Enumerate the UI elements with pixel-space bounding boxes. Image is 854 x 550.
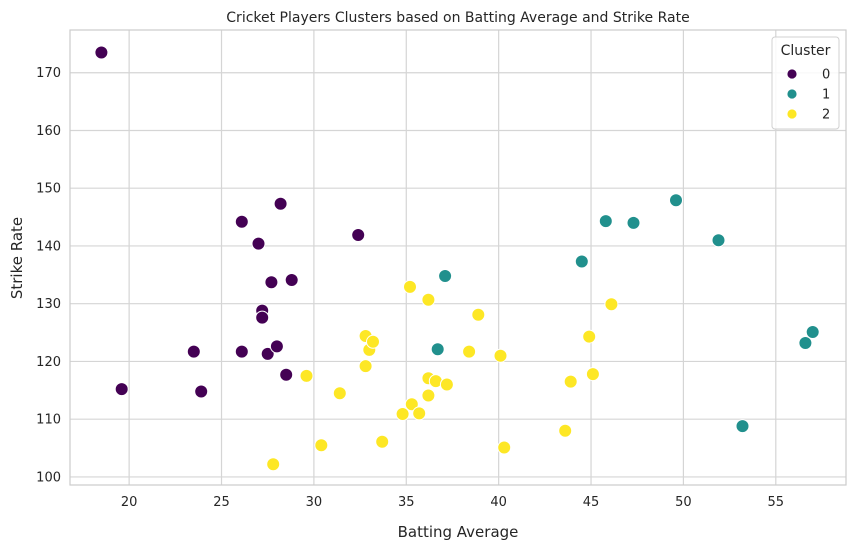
x-tick-label: 40 xyxy=(490,495,507,510)
data-point xyxy=(412,406,427,421)
data-point xyxy=(251,236,266,251)
y-tick-label: 110 xyxy=(36,413,61,428)
legend-marker xyxy=(786,108,798,120)
data-point xyxy=(266,457,281,472)
x-tick-label: 35 xyxy=(398,495,415,510)
data-point xyxy=(497,440,512,455)
data-point xyxy=(582,329,597,344)
data-point xyxy=(299,368,314,383)
plot-background xyxy=(70,30,846,485)
data-point xyxy=(439,377,454,392)
x-tick-label: 25 xyxy=(213,495,230,510)
data-point xyxy=(332,386,347,401)
y-tick-label: 140 xyxy=(36,239,61,254)
legend-box xyxy=(771,36,840,130)
legend-entries: 0 1 2 xyxy=(786,68,830,123)
x-tick-label: 55 xyxy=(768,495,785,510)
data-point xyxy=(585,367,600,382)
data-point xyxy=(669,193,683,208)
data-point xyxy=(314,438,329,453)
data-point xyxy=(798,336,813,350)
data-point xyxy=(421,292,436,307)
data-point xyxy=(194,384,209,399)
data-points xyxy=(94,45,820,472)
x-tick-label: 20 xyxy=(121,495,138,510)
x-tick-label: 50 xyxy=(675,495,692,510)
data-point xyxy=(358,359,373,374)
y-tick-label: 100 xyxy=(36,470,61,485)
y-axis-label: Strike Rate xyxy=(8,217,26,299)
data-point xyxy=(375,434,390,449)
data-point xyxy=(186,344,201,359)
data-point xyxy=(260,346,275,361)
data-point xyxy=(234,214,249,229)
legend-marker xyxy=(786,88,798,100)
y-tick-label: 130 xyxy=(36,297,61,312)
data-point xyxy=(351,228,366,242)
data-point xyxy=(421,388,436,403)
data-point xyxy=(462,344,477,359)
data-point xyxy=(735,419,750,434)
data-point xyxy=(604,297,619,312)
data-point xyxy=(403,279,417,294)
legend-label: 2 xyxy=(822,108,830,123)
legend: Cluster 0 1 2 xyxy=(771,36,840,130)
data-point xyxy=(563,374,578,389)
y-tick-label: 170 xyxy=(36,66,61,81)
series-cluster-1 xyxy=(430,193,820,434)
data-point xyxy=(493,348,508,363)
legend-title: Cluster xyxy=(781,43,831,59)
x-tick-labels: 20 25 30 35 40 45 50 55 xyxy=(121,495,784,510)
data-point xyxy=(273,196,288,211)
data-point xyxy=(279,367,294,382)
data-point xyxy=(284,273,299,287)
legend-label: 0 xyxy=(822,68,830,83)
data-point xyxy=(404,397,419,412)
chart-title: Cricket Players Clusters based on Battin… xyxy=(226,10,689,26)
data-point xyxy=(395,407,410,421)
data-point xyxy=(366,334,380,349)
data-point xyxy=(255,310,270,325)
data-point xyxy=(264,275,279,290)
y-tick-label: 120 xyxy=(36,355,61,370)
data-point xyxy=(234,344,249,359)
data-point xyxy=(626,215,641,230)
data-point xyxy=(269,339,284,354)
series-cluster-2 xyxy=(266,279,619,472)
x-axis-label: Batting Average xyxy=(398,523,519,541)
series-cluster-0 xyxy=(94,45,366,399)
data-point xyxy=(711,233,726,248)
y-tick-label: 160 xyxy=(36,124,61,139)
y-tick-labels: 100 110 120 130 140 150 160 170 xyxy=(36,66,61,485)
data-point xyxy=(574,254,589,269)
data-point xyxy=(805,325,820,339)
data-point xyxy=(114,382,129,397)
plot-frame xyxy=(69,29,847,486)
data-point xyxy=(438,269,453,283)
x-tick-label: 45 xyxy=(583,495,600,510)
data-point xyxy=(94,45,109,60)
x-tick-label: 30 xyxy=(306,495,323,510)
data-point xyxy=(558,423,573,438)
legend-label: 1 xyxy=(822,88,830,103)
data-point xyxy=(598,214,613,229)
legend-marker xyxy=(786,68,798,80)
data-point xyxy=(471,307,486,322)
data-point xyxy=(430,342,445,357)
y-tick-label: 150 xyxy=(36,182,61,197)
